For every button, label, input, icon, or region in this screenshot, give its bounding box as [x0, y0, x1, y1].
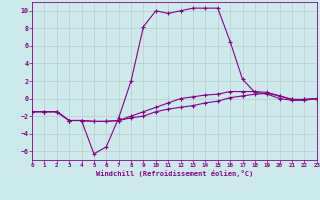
- X-axis label: Windchill (Refroidissement éolien,°C): Windchill (Refroidissement éolien,°C): [96, 170, 253, 177]
